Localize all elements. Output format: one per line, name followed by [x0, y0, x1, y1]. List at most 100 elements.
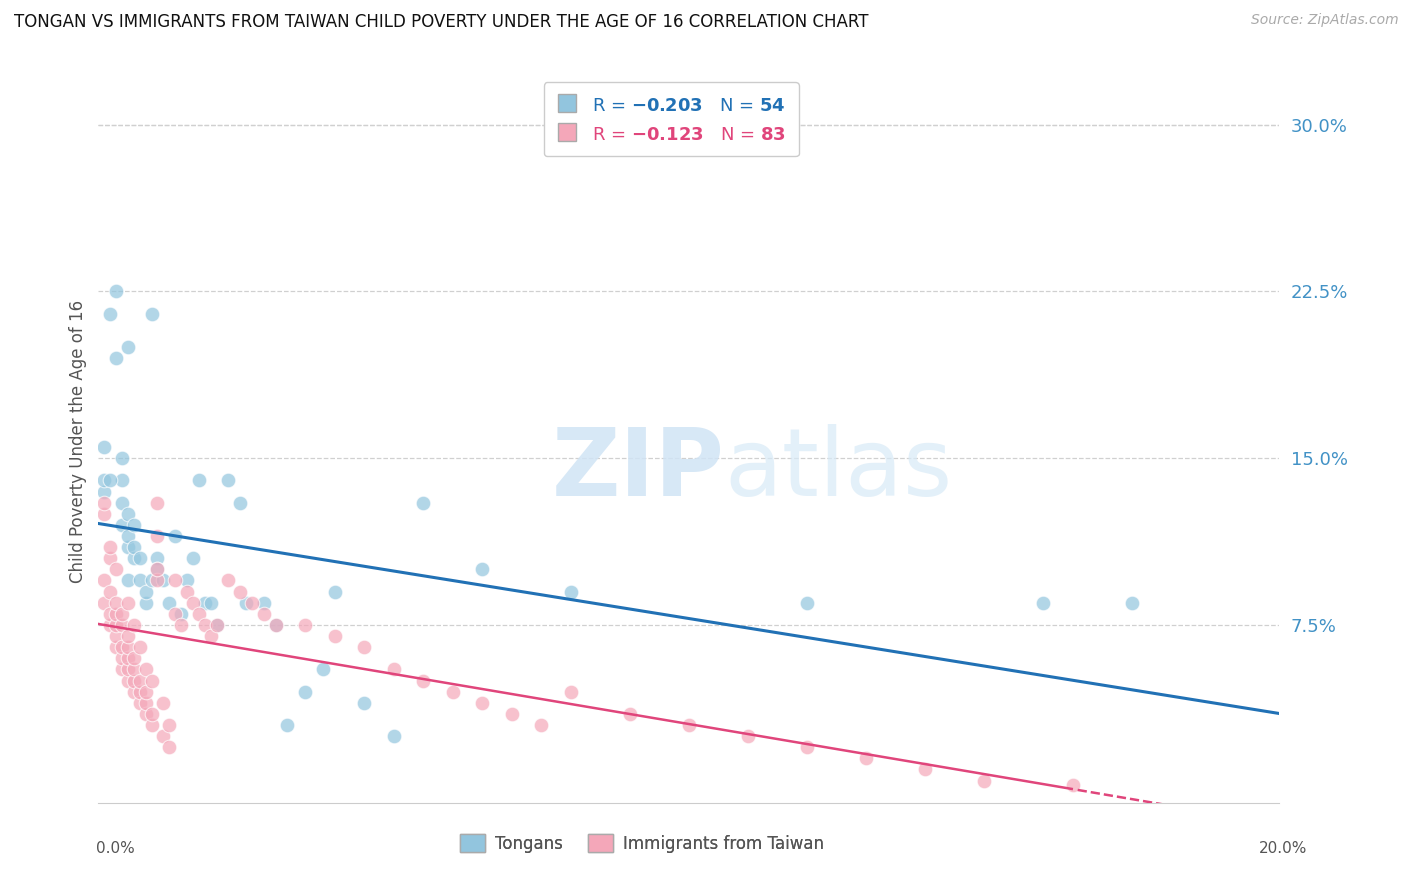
Point	[796, 596, 818, 610]
Point	[181, 596, 204, 610]
Point	[105, 607, 128, 621]
Point	[914, 763, 936, 777]
Point	[135, 696, 157, 710]
Point	[141, 706, 163, 721]
Point	[165, 574, 187, 588]
Point	[93, 507, 115, 521]
Point	[122, 684, 145, 698]
Point	[141, 718, 163, 732]
Point	[122, 651, 145, 665]
Point	[229, 584, 252, 599]
Point	[117, 529, 139, 543]
Point	[382, 662, 405, 676]
Point	[194, 618, 217, 632]
Point	[93, 440, 115, 454]
Point	[117, 640, 139, 655]
Point	[111, 651, 134, 665]
Y-axis label: Child Poverty Under the Age of 16: Child Poverty Under the Age of 16	[69, 300, 87, 583]
Point	[135, 662, 157, 676]
Point	[111, 474, 134, 488]
Point	[165, 607, 187, 621]
Point	[117, 507, 139, 521]
Point	[146, 574, 169, 588]
Point	[1032, 596, 1054, 610]
Text: 0.0%: 0.0%	[96, 841, 135, 856]
Point	[157, 596, 180, 610]
Point	[187, 607, 209, 621]
Point	[141, 673, 163, 688]
Point	[253, 607, 276, 621]
Point	[105, 351, 128, 366]
Point	[323, 584, 346, 599]
Point	[117, 673, 139, 688]
Point	[93, 574, 115, 588]
Point	[117, 340, 139, 354]
Point	[122, 673, 145, 688]
Point	[412, 496, 434, 510]
Point	[501, 706, 523, 721]
Point	[135, 684, 157, 698]
Point	[412, 673, 434, 688]
Point	[128, 640, 150, 655]
Point	[111, 451, 134, 466]
Point	[135, 584, 157, 599]
Point	[353, 640, 375, 655]
Point	[141, 307, 163, 321]
Point	[471, 696, 494, 710]
Point	[98, 618, 121, 632]
Point	[187, 474, 209, 488]
Point	[128, 684, 150, 698]
Point	[560, 584, 582, 599]
Text: 20.0%: 20.0%	[1260, 841, 1308, 856]
Point	[111, 640, 134, 655]
Point	[441, 684, 464, 698]
Point	[205, 618, 228, 632]
Point	[176, 574, 198, 588]
Point	[170, 607, 193, 621]
Point	[737, 729, 759, 743]
Point	[176, 584, 198, 599]
Point	[253, 596, 276, 610]
Point	[264, 618, 287, 632]
Point	[105, 618, 128, 632]
Point	[294, 684, 316, 698]
Point	[93, 484, 115, 499]
Point	[98, 607, 121, 621]
Point	[240, 596, 263, 610]
Point	[146, 529, 169, 543]
Point	[323, 629, 346, 643]
Point	[128, 696, 150, 710]
Point	[93, 496, 115, 510]
Point	[141, 574, 163, 588]
Point	[98, 540, 121, 554]
Text: atlas: atlas	[724, 425, 953, 516]
Point	[128, 574, 150, 588]
Point	[98, 584, 121, 599]
Point	[105, 596, 128, 610]
Point	[200, 596, 222, 610]
Point	[165, 529, 187, 543]
Point	[98, 551, 121, 566]
Point	[973, 773, 995, 788]
Point	[128, 673, 150, 688]
Point	[105, 285, 128, 299]
Point	[264, 618, 287, 632]
Point	[152, 574, 174, 588]
Point	[98, 474, 121, 488]
Point	[111, 517, 134, 532]
Point	[117, 596, 139, 610]
Point	[117, 629, 139, 643]
Point	[217, 474, 239, 488]
Point	[135, 596, 157, 610]
Point	[98, 307, 121, 321]
Point	[93, 474, 115, 488]
Legend: Tongans, Immigrants from Taiwan: Tongans, Immigrants from Taiwan	[453, 828, 831, 860]
Point	[217, 574, 239, 588]
Point	[855, 751, 877, 765]
Point	[117, 662, 139, 676]
Point	[194, 596, 217, 610]
Point	[205, 618, 228, 632]
Point	[105, 629, 128, 643]
Point	[276, 718, 298, 732]
Point	[235, 596, 257, 610]
